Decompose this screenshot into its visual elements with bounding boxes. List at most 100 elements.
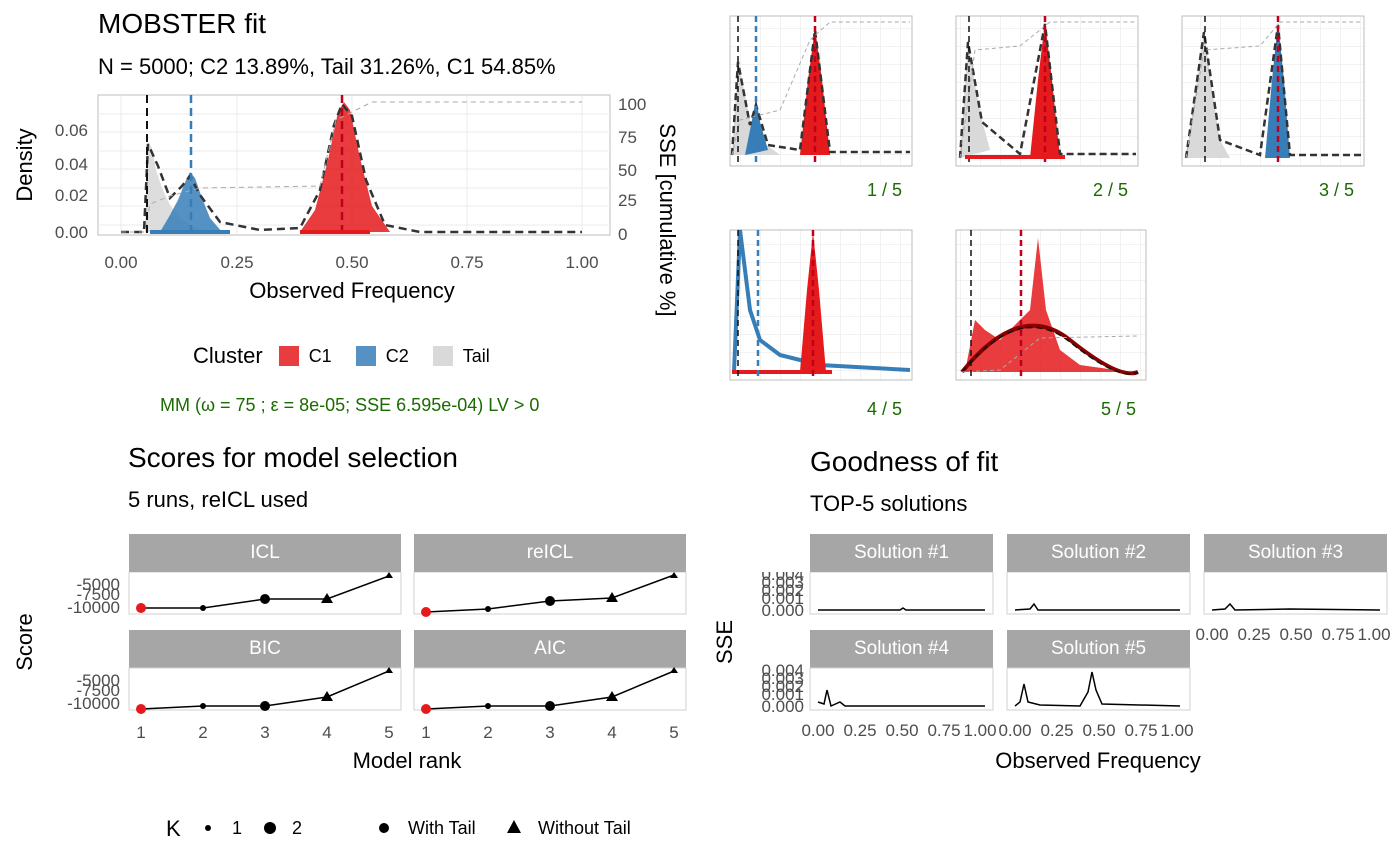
svg-text:0.02: 0.02 [55,186,88,205]
mixture-density-line [121,101,582,234]
svg-text:0.50: 0.50 [335,253,368,272]
svg-text:3: 3 [545,723,554,742]
gof-subtitle: TOP-5 solutions [810,491,968,516]
svg-text:0.00: 0.00 [55,223,88,242]
reicl-point-2 [485,606,491,612]
main-subtitle: N = 5000; C2 13.89%, Tail 31.26%, C1 54.… [98,54,556,79]
legend-label-c2: C2 [385,345,409,366]
legend-swatch-c1 [278,346,299,366]
svg-text:0.75: 0.75 [927,721,960,740]
run-5-label: 5 / 5 [1101,399,1136,419]
svg-text:5: 5 [384,723,393,742]
svg-text:2: 2 [483,723,492,742]
bic-point-1 [136,704,146,714]
k-2-label: 2 [292,818,302,838]
svg-text:0.75: 0.75 [1321,625,1354,644]
gof-x-label: Observed Frequency [995,748,1200,773]
reicl-point-1 [421,607,431,617]
svg-text:-7500: -7500 [77,585,120,604]
svg-text:0.06: 0.06 [55,121,88,140]
svg-text:0.00: 0.00 [801,721,834,740]
c1-histogram [300,102,390,232]
reicl-point-4 [606,592,618,602]
icl-point-4 [321,593,333,603]
run-1-plot [729,15,913,167]
svg-text:-5000: -5000 [77,575,120,594]
main-density-chart: 0.00 0.02 0.04 0.06 0 25 50 75 100 0.00 … [12,94,680,317]
strip-bic: BIC [129,630,401,668]
svg-text:0.25: 0.25 [1040,721,1073,740]
scores-y-ticks-bottom: -5000 -7500 -10000 [67,671,120,713]
k-2-marker [264,822,276,834]
solution-1-sse-line [818,607,985,611]
svg-text:0.25: 0.25 [220,253,253,272]
k-1-label: 1 [232,818,242,838]
svg-text:0.002: 0.002 [761,677,804,696]
run-4-label: 4 / 5 [867,399,902,419]
svg-text:0.50: 0.50 [1279,625,1312,644]
strip-reicl: reICL [414,534,686,572]
svg-text:0.004: 0.004 [761,572,804,584]
svg-text:0.001: 0.001 [761,685,804,704]
gof-y-ticks-top: 0.004 0.003 0.002 0.001 0.000 [761,572,804,620]
legend-label-c1: C1 [308,345,332,366]
with-tail-marker [379,823,389,833]
run-2-plot [955,15,1139,167]
strip-solution-3: Solution #3 [1204,534,1387,572]
svg-text:0.50: 0.50 [1082,721,1115,740]
svg-text:1.00: 1.00 [1160,721,1193,740]
strip-aic: AIC [414,630,686,668]
svg-text:0.003: 0.003 [761,573,804,592]
svg-text:1: 1 [136,723,145,742]
icl-point-1 [136,603,146,613]
svg-text:1: 1 [421,723,430,742]
scores-title: Scores for model selection [128,442,458,473]
run-5-plot [955,229,1147,381]
svg-text:0.001: 0.001 [761,589,804,608]
svg-text:75: 75 [618,128,637,147]
gof-x-ticks-top-right: 0.00 0.25 0.50 0.75 1.00 [1195,625,1390,644]
scores-y-label: Score [12,613,37,670]
with-tail-label: With Tail [408,818,476,838]
svg-text:1.00: 1.00 [1357,625,1390,644]
solution-4-sse-line [817,689,985,708]
strip-icl: ICL [129,534,401,572]
svg-text:1.00: 1.00 [565,253,598,272]
solution-5-sse-line [1014,671,1181,707]
main-title: MOBSTER fit [98,8,267,39]
run-1-label: 1 / 5 [867,180,902,200]
svg-text:3: 3 [260,723,269,742]
scores-x-ticks: 1 2 3 4 5 1 2 3 4 5 [136,723,678,742]
svg-text:-7500: -7500 [77,681,120,700]
scores-y-ticks-top: -5000 -7500 -10000 [67,575,120,617]
main-y2-label: SSE [cumulative %] [655,123,680,316]
bic-point-3 [260,701,270,711]
svg-text:-10000: -10000 [67,598,120,617]
main-y2-ticks: 0 25 50 75 100 [618,95,646,244]
strip-solution-2: Solution #2 [1007,534,1190,572]
svg-text:0.25: 0.25 [843,721,876,740]
icl-point-5 [385,572,393,578]
c1-rug [300,230,370,234]
bic-point-5 [385,667,393,673]
reicl-point-5 [670,572,678,578]
cluster-legend: Cluster C1 C2 Tail [193,343,490,369]
svg-text:0.00: 0.00 [998,721,1031,740]
bic-point-4 [321,691,333,701]
scores-chart: -5000 -7500 -10000 -5000 -7500 -10000 1 … [12,572,687,773]
gof-x-ticks-bottom: 0.00 0.25 0.50 0.75 1.00 0.00 0.25 0.50 … [801,721,1193,740]
svg-text:0.004: 0.004 [761,661,804,680]
svg-text:25: 25 [618,191,637,210]
svg-text:0.000: 0.000 [761,601,804,620]
reicl-point-3 [545,596,555,606]
svg-text:4: 4 [322,723,331,742]
svg-text:2: 2 [198,723,207,742]
run-thumbnails: 1 / 5 2 / 5 3 / 5 4 / 5 5 / 5 [729,15,1365,419]
run-4-plot [729,229,913,381]
icl-point-2 [200,605,206,611]
scores-subtitle: 5 runs, reICL used [128,487,309,512]
strip-solution-4: Solution #4 [810,630,993,668]
svg-text:50: 50 [618,161,637,180]
main-y-label: Density [12,128,37,201]
svg-text:0.50: 0.50 [885,721,918,740]
